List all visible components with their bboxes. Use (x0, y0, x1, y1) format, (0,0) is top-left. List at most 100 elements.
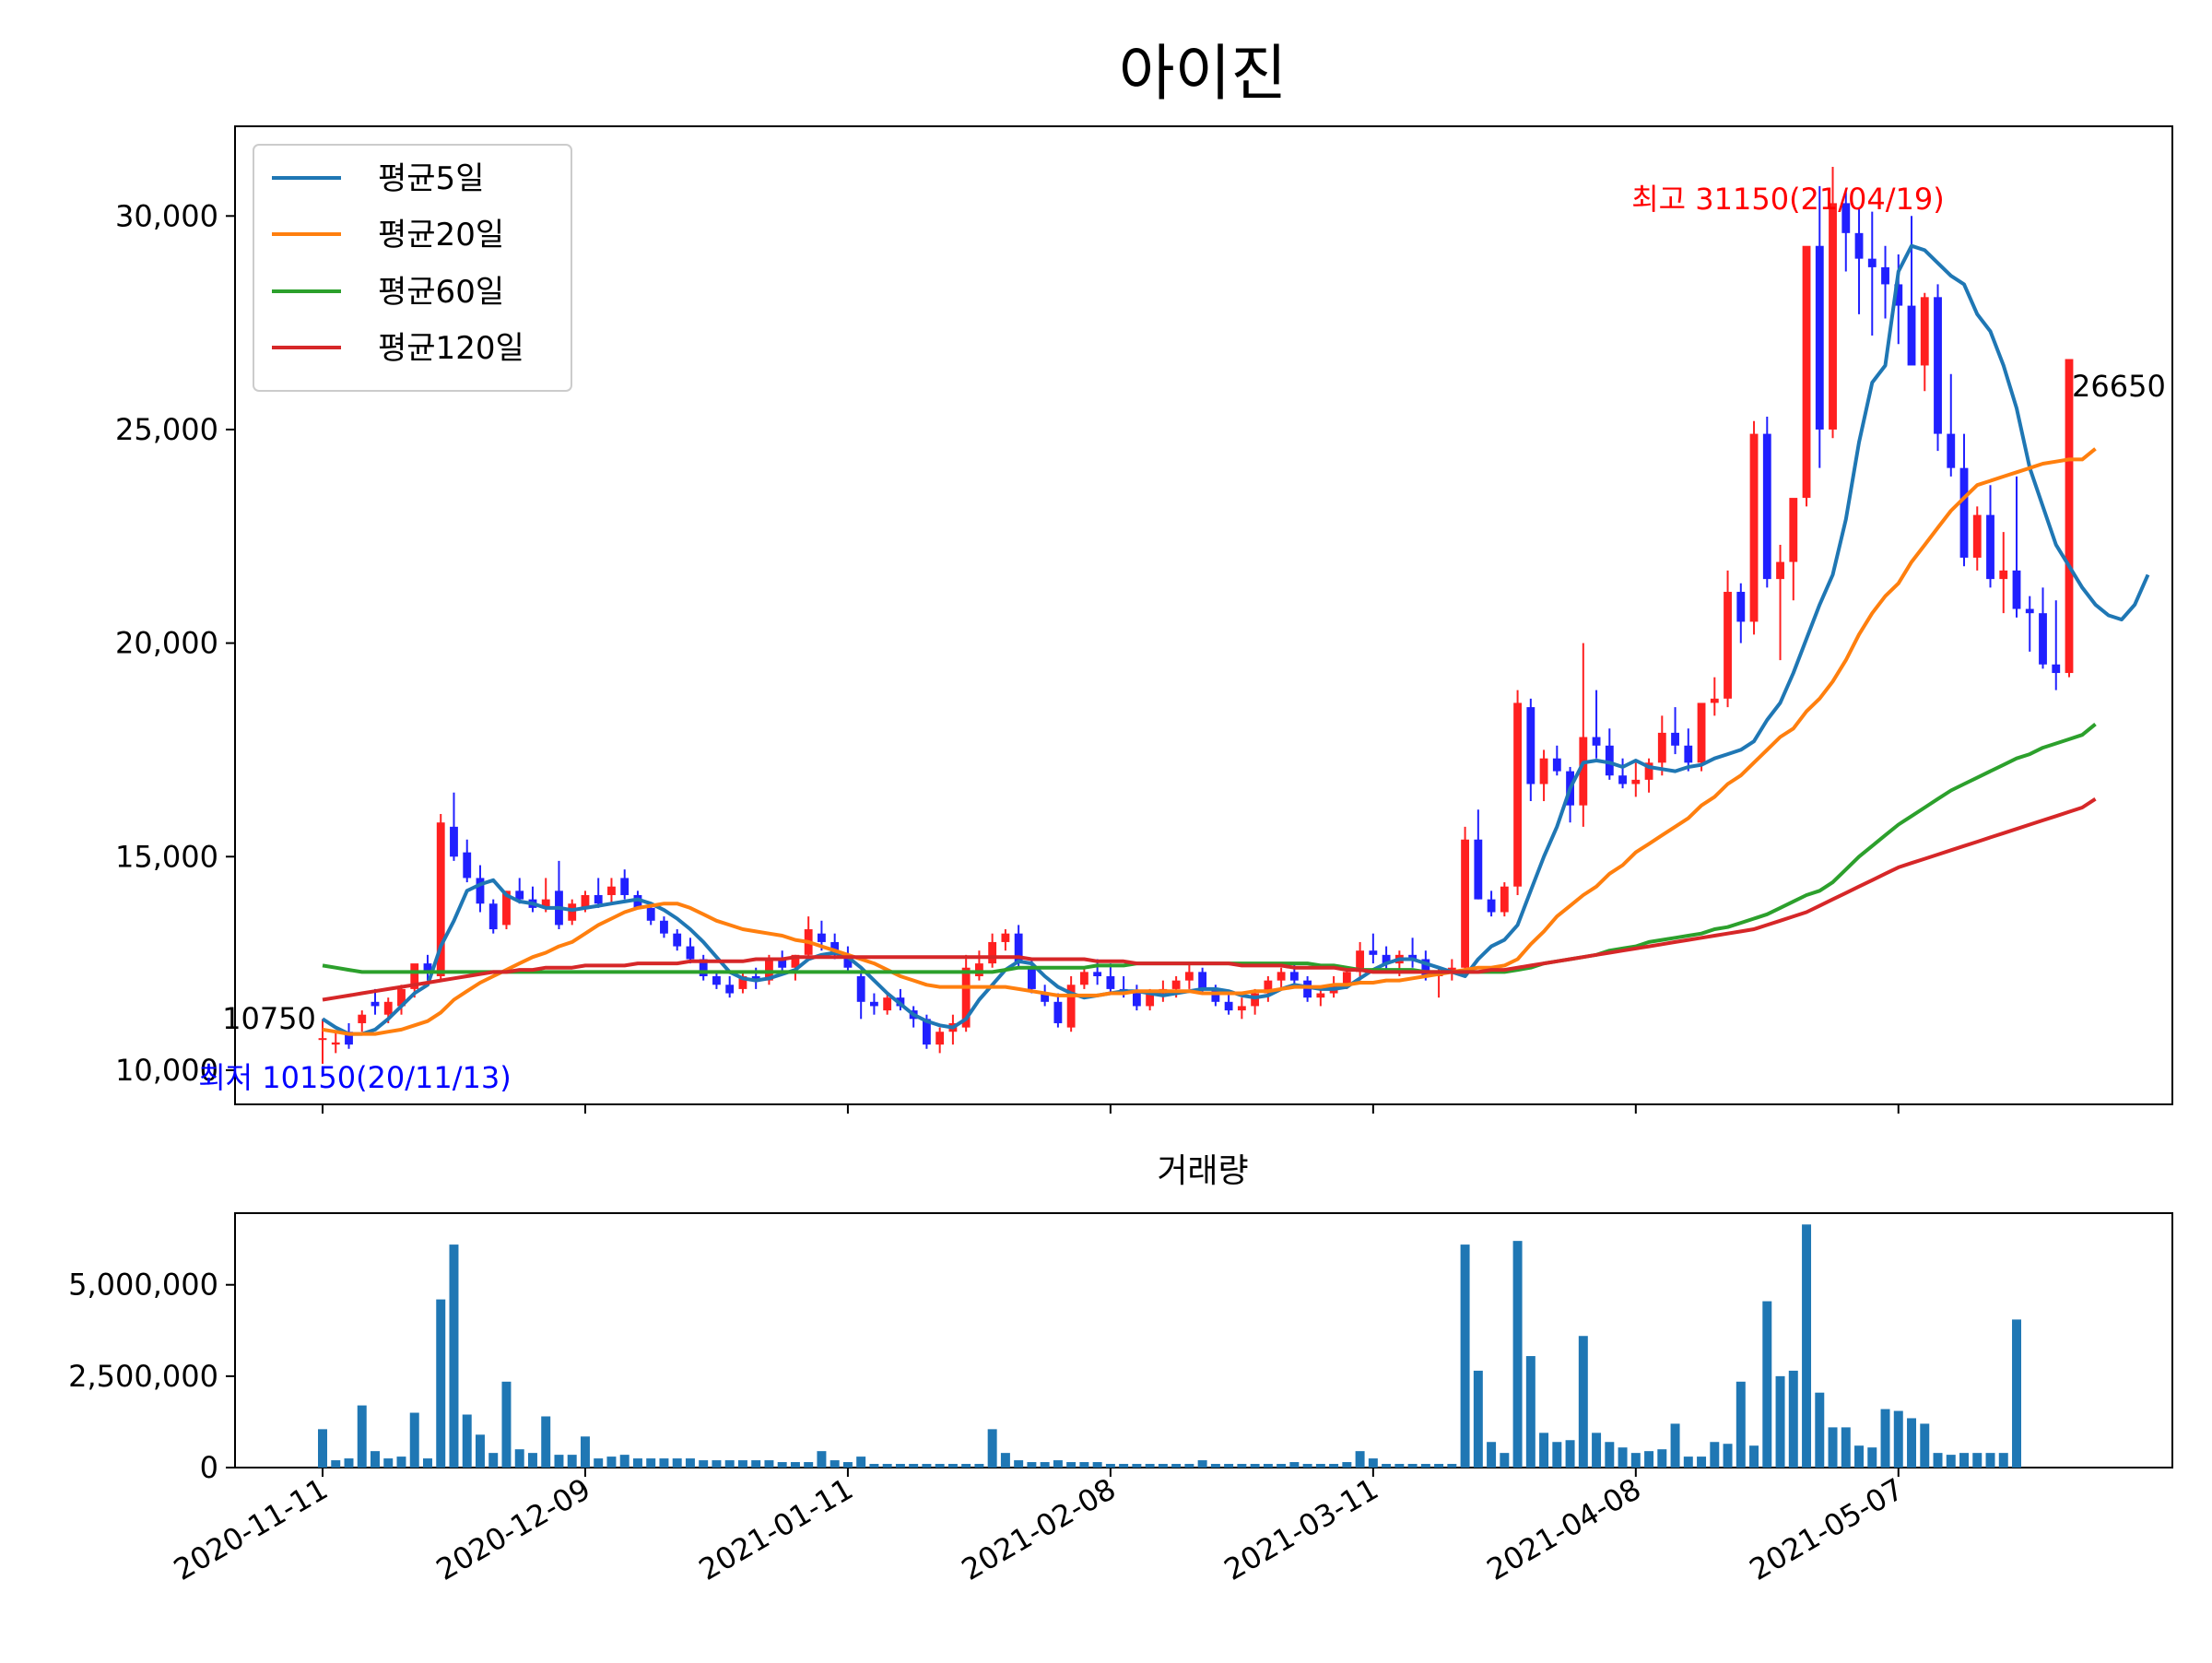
volume-bar (659, 1458, 669, 1468)
volume-bar (1407, 1464, 1418, 1468)
candle-body (1644, 762, 1653, 780)
volume-bar (777, 1462, 787, 1468)
volume-bar (422, 1458, 432, 1468)
volume-bar (1565, 1440, 1575, 1468)
candle-body (1762, 433, 1771, 580)
candle-body (383, 1001, 393, 1015)
candle-body (1093, 972, 1102, 977)
candle-body (686, 946, 695, 960)
volume-bar (935, 1464, 945, 1468)
volume-bar (1802, 1224, 1812, 1468)
volume-bar (1329, 1464, 1339, 1468)
volume-bar (1487, 1442, 1497, 1468)
candle-body (1684, 745, 1693, 763)
candle-body (738, 976, 747, 989)
candle-body (2012, 570, 2021, 609)
volume-bar (830, 1460, 840, 1468)
volume-bar (1841, 1427, 1851, 1468)
volume-bar (974, 1464, 984, 1468)
price-x-axis (322, 1104, 1900, 1114)
candle-body (988, 941, 997, 964)
volume-bar (882, 1464, 892, 1468)
candle-body (410, 963, 419, 989)
volume-bar (961, 1464, 971, 1468)
legend-box (253, 144, 572, 392)
candle-body (1146, 993, 1155, 1007)
first-close-annotation: 10750 (222, 1001, 316, 1036)
volume-bar (869, 1464, 879, 1468)
candle-body (1041, 993, 1050, 1002)
candle-body (1053, 1001, 1063, 1023)
candle-body (1657, 732, 1666, 763)
candle-body (843, 954, 853, 968)
candle-body (1999, 570, 2008, 580)
volume-bar (331, 1460, 341, 1468)
candle-body (1447, 967, 1456, 973)
candle-body (450, 826, 458, 857)
volume-bar (1460, 1244, 1470, 1468)
candle-body (1972, 514, 1982, 558)
price-plot-frame (234, 125, 2173, 1105)
price-y-tick-label: 20,000 (115, 626, 218, 661)
volume-y-axis: 0 2,500,000 5,000,000 (68, 1268, 235, 1485)
volume-bar (1723, 1444, 1733, 1468)
candle-body (660, 920, 668, 934)
candle-body (1106, 976, 1115, 989)
volume-bar (987, 1429, 997, 1468)
volume-bar (1145, 1464, 1155, 1468)
volume-bar (1210, 1464, 1220, 1468)
candle-body (1184, 972, 1194, 981)
volume-bar (817, 1451, 827, 1468)
candle-body (2065, 359, 2074, 674)
candle-body (870, 1001, 878, 1007)
volume-bar (619, 1455, 629, 1468)
volume-bar (646, 1458, 656, 1468)
volume-bar (1762, 1301, 1772, 1468)
candle-body (1881, 266, 1889, 285)
candle-body (1251, 993, 1260, 1007)
volume-bar (357, 1405, 367, 1468)
volume-bar (1394, 1464, 1405, 1468)
candle-body (358, 1014, 367, 1023)
candle-body (1421, 959, 1430, 977)
candle-body (673, 933, 682, 947)
candle-body (1132, 993, 1141, 1007)
candle-body (476, 878, 485, 904)
candle-body (515, 890, 524, 900)
candle-body (1027, 967, 1036, 989)
volume-bar (449, 1244, 459, 1468)
volume-bar (594, 1458, 604, 1468)
candle-body (1303, 980, 1312, 998)
volume-bar (632, 1458, 642, 1468)
volume-bar (1525, 1356, 1535, 1468)
volume-bar (1000, 1453, 1010, 1468)
ma-line-평균120일 (322, 797, 2097, 1002)
volume-bar (1605, 1442, 1615, 1468)
volume-bar (1027, 1462, 1037, 1468)
volume-bar (1500, 1453, 1510, 1468)
candle-body (830, 941, 840, 955)
candle-body (488, 903, 498, 930)
volume-bar (1710, 1442, 1720, 1468)
volume-bar (909, 1464, 919, 1468)
candle-body (436, 822, 445, 977)
volume-bar (409, 1412, 419, 1468)
candlestick-series (318, 167, 2074, 1064)
candle-body (594, 894, 603, 904)
price-y-tick-label: 30,000 (115, 198, 218, 233)
candle-body (1789, 498, 1798, 562)
candle-body (1841, 203, 1851, 233)
volume-bar (501, 1381, 512, 1468)
candle-body (1854, 232, 1864, 259)
volume-bar (1972, 1453, 1983, 1468)
volume-bar (1289, 1462, 1300, 1468)
volume-bar (1342, 1462, 1352, 1468)
volume-bar (856, 1457, 866, 1468)
volume-bar (842, 1462, 853, 1468)
volume-bar (1539, 1433, 1549, 1468)
candle-body (1316, 993, 1325, 998)
volume-bar (1434, 1464, 1444, 1468)
legend-label-ma120: 평균120일 (378, 330, 524, 367)
candle-body (620, 878, 629, 895)
volume-bar (1920, 1423, 1930, 1468)
